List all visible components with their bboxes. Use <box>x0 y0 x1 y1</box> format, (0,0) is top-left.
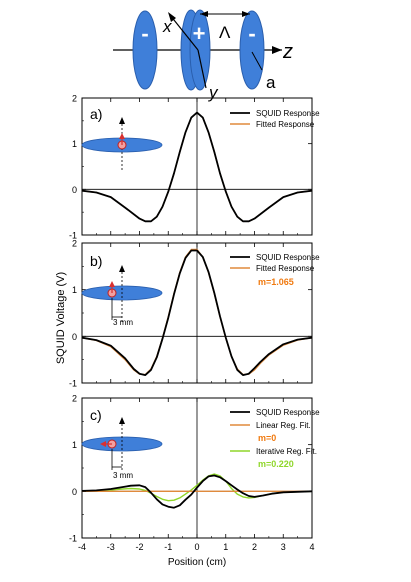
x-tick-label: 0 <box>194 542 199 552</box>
panel-c: -1 0 1 2 -4 -3 -2 -1 0 1 2 3 4 c) 3 mm SQUID Respon… <box>69 394 320 553</box>
x-axis-arrowhead <box>168 12 176 22</box>
center-disk-sign: + <box>193 21 206 46</box>
period-label: Λ <box>219 23 231 42</box>
y-tick-label: 1 <box>72 139 77 149</box>
y-tick-label: 2 <box>72 94 77 104</box>
x-tick-label: -1 <box>164 542 172 552</box>
legend-label-squid: SQUID Response <box>256 253 320 262</box>
x-tick-label: 1 <box>223 542 228 552</box>
y-tick-label: 0 <box>72 185 77 195</box>
scale-label: 3 mm <box>113 471 133 480</box>
panel-b-y-ticks: -1 0 1 2 <box>69 239 312 389</box>
y-tick-label: -1 <box>69 231 77 241</box>
period-arrowhead-right <box>242 11 250 17</box>
series-line-squid-response <box>81 474 313 509</box>
x-tick-label: -4 <box>78 542 86 552</box>
y-tick-label: -1 <box>69 534 77 544</box>
legend-label-squid: SQUID Response <box>256 109 320 118</box>
scan-arrowhead <box>119 265 125 272</box>
radius-line <box>251 51 263 71</box>
panel-a-x-ticks <box>81 98 313 235</box>
panel-c-legend: SQUID Response Linear Reg. Fit. m=0 Iter… <box>230 408 320 469</box>
schematic-diagram: - + - x y z Λ a <box>113 9 293 102</box>
legend-label-fitted: Fitted Response <box>256 264 315 273</box>
panel-c-label: c) <box>90 407 102 423</box>
left-disk <box>132 10 158 90</box>
scan-arrowhead <box>119 417 125 424</box>
right-disk-sign: - <box>248 21 255 46</box>
y-tick-label: -1 <box>69 379 77 389</box>
fit-parameter-m-linear: m=0 <box>258 433 276 443</box>
x-tick-label: 3 <box>281 542 286 552</box>
x-axis-title: Position (cm) <box>168 557 226 568</box>
y-tick-label: 1 <box>72 285 77 295</box>
panel-c-inset: 3 mm <box>81 417 163 480</box>
panel-a-curves <box>81 98 313 235</box>
left-disk-sign: - <box>141 21 148 46</box>
y-axis-title: SQUID Voltage (V) <box>55 272 67 364</box>
right-disk <box>239 10 265 90</box>
panel-a: -1 0 1 2 a) SQUID Response Fitted Response <box>69 94 320 241</box>
fit-parameter-m-iterative: m=0.220 <box>258 459 294 469</box>
panel-b-inset: 3 mm <box>81 265 163 327</box>
legend-label-squid: SQUID Response <box>256 408 320 417</box>
x-tick-label: -3 <box>107 542 115 552</box>
legend-label-fitted: Fitted Response <box>256 120 315 129</box>
x-axis-line <box>169 14 199 51</box>
x-tick-label: 2 <box>252 542 257 552</box>
panel-a-legend: SQUID Response Fitted Response <box>230 109 320 129</box>
dipole-arrowhead <box>100 441 106 447</box>
series-line-squid-response <box>81 111 313 223</box>
legend-label-iterative: Iterative Reg. Fit. <box>256 447 317 456</box>
x-tick-label: 4 <box>309 542 314 552</box>
z-axis-label: z <box>282 41 293 63</box>
fit-parameter-m: m=1.065 <box>258 277 294 287</box>
y-axis-label: y <box>208 83 219 102</box>
series-line-squid-response <box>81 249 313 377</box>
x-axis-label: x <box>162 17 172 36</box>
scan-arrowhead <box>119 117 125 124</box>
panel-b-x-ticks <box>81 243 313 383</box>
dipole-arrowhead <box>109 281 115 287</box>
panel-b: -1 0 1 2 b) 3 mm SQUID Response Fitted Resp… <box>69 239 320 389</box>
panel-b-legend: SQUID Response Fitted Response m=1.065 <box>230 253 320 287</box>
radius-label: a <box>266 73 276 92</box>
center-disk-front <box>189 9 211 91</box>
y-tick-label: 0 <box>72 332 77 342</box>
panel-c-curves <box>81 398 313 538</box>
y-tick-label: 0 <box>72 487 77 497</box>
panel-a-label: a) <box>90 106 102 122</box>
y-tick-label: 2 <box>72 394 77 404</box>
dipole-arrowhead <box>119 133 125 139</box>
panel-b-curves <box>81 243 313 383</box>
x-tick-label: -2 <box>135 542 143 552</box>
scale-label: 3 mm <box>113 318 133 327</box>
period-arrowhead-left <box>200 11 208 17</box>
legend-label-linear: Linear Reg. Fit. <box>256 421 311 430</box>
y-tick-label: 1 <box>72 440 77 450</box>
panel-b-label: b) <box>90 253 102 269</box>
panel-c-x-ticks: -4 -3 -2 -1 0 1 2 3 4 <box>78 398 315 552</box>
y-axis-line <box>197 49 207 89</box>
panel-a-inset <box>81 117 163 170</box>
y-tick-label: 2 <box>72 239 77 249</box>
z-axis-arrowhead <box>272 46 282 54</box>
